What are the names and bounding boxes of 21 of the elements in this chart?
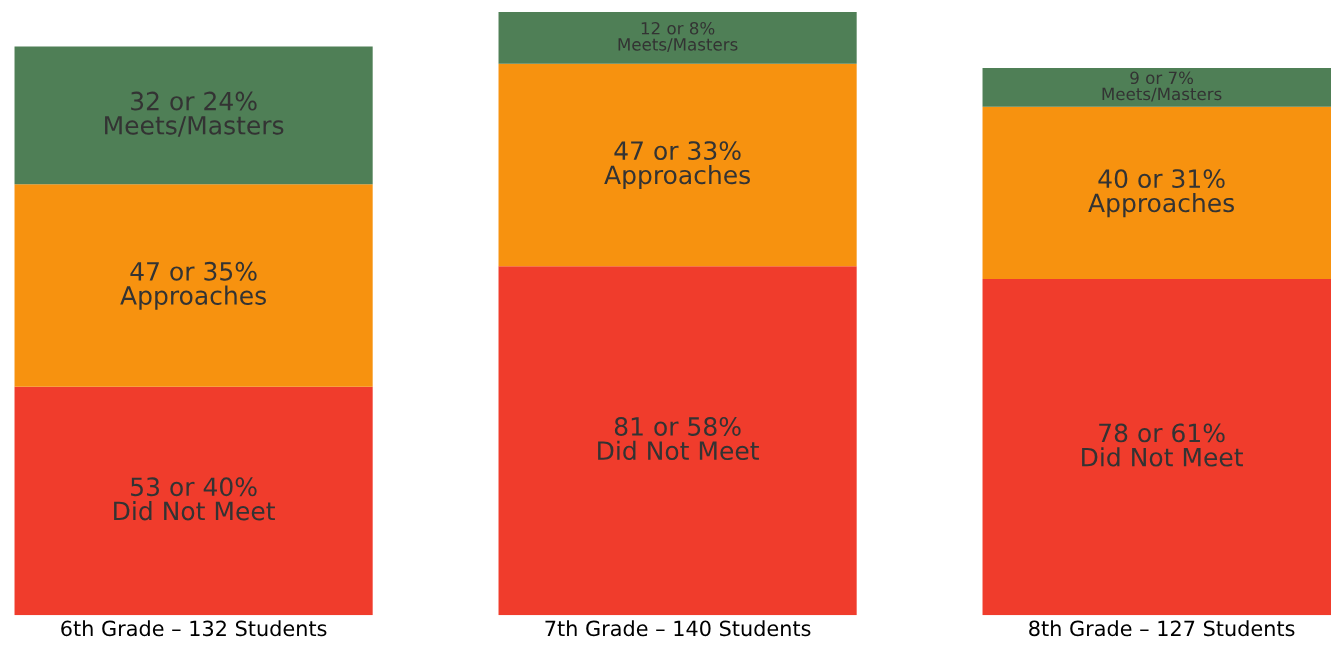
data-label: 78 or 61%	[1099, 423, 1225, 443]
data-label: 12 or 8%	[641, 21, 715, 35]
data-label: 47 or 35%	[130, 261, 257, 281]
text: Did Not Meet	[598, 440, 759, 461]
data-label: 40 or 31%	[1098, 169, 1225, 189]
x-tick-label: 8th Grade – 127 Students	[1029, 620, 1295, 637]
data-label: 9 or 7%	[1130, 71, 1194, 85]
text: Meets/Masters	[618, 38, 738, 52]
text: Did Not Meet	[1082, 447, 1243, 467]
series-label: Did Not Meet	[114, 501, 275, 521]
x-tick-label: 7th Grade – 140 Students	[545, 620, 811, 637]
text: Approaches	[604, 164, 750, 190]
data-label: 47 or 33%	[614, 141, 741, 161]
text: Approaches	[120, 285, 266, 310]
text: Meets/Masters	[105, 116, 284, 137]
data-label: 32 or 24%	[131, 91, 257, 111]
series-label: Meets/Masters	[1102, 87, 1222, 102]
series-label: Approaches	[1088, 192, 1234, 218]
data-label: 81 or 58%	[614, 416, 741, 436]
x-tick-label: 6th Grade – 132 Students	[61, 620, 327, 637]
data-label: 53 or 40%	[131, 477, 257, 497]
